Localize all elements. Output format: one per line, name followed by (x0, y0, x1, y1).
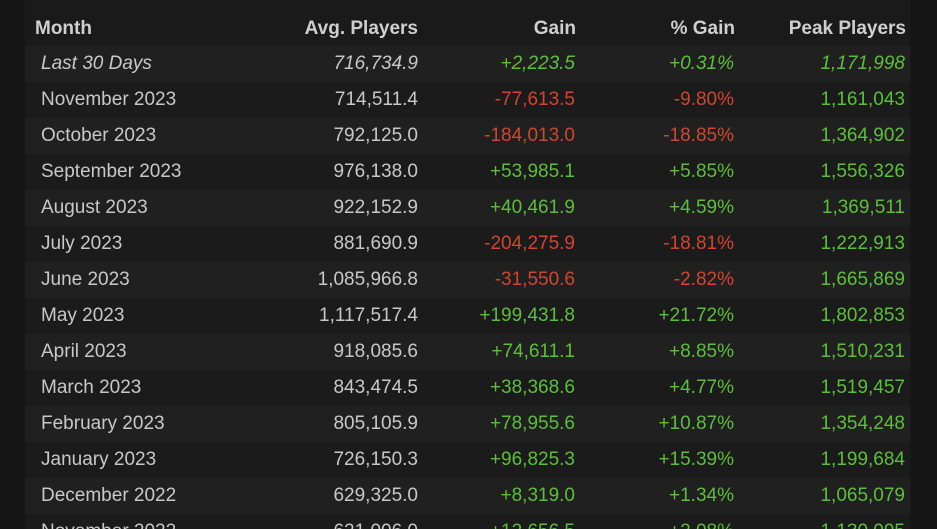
pct-gain-cell: -9.80% (673, 89, 734, 110)
avg-players-cell: 1,117,517.4 (319, 305, 418, 326)
gain-cell: -184,013.0 (484, 125, 575, 146)
peak-players-cell: 1,354,248 (820, 413, 905, 434)
table-row: May 2023 1,117,517.4 +199,431.8 +21.72% 1,80… (25, 298, 910, 334)
peak-players-cell: 1,556,326 (820, 161, 905, 182)
month-cell: July 2023 (41, 233, 123, 254)
header-month: Month (35, 18, 92, 39)
table-row: August 2023 922,152.9 +40,461.9 +4.59% 1,369… (25, 190, 910, 226)
month-cell: April 2023 (41, 341, 127, 362)
pct-gain-cell: +0.31% (669, 53, 734, 74)
pct-gain-cell: +21.72% (658, 305, 734, 326)
avg-players-cell: 621,006.0 (333, 514, 418, 529)
avg-players-cell: 629,325.0 (333, 485, 418, 506)
table-row: April 2023 918,085.6 +74,611.1 +8.85% 1,510,… (25, 334, 910, 370)
gain-cell: +78,955.6 (489, 413, 575, 434)
month-cell: June 2023 (41, 269, 130, 290)
avg-players-cell: 726,150.3 (333, 449, 418, 470)
pct-gain-cell: +10.87% (658, 413, 734, 434)
table-row: October 2023 792,125.0 -184,013.0 -18.85% 1,… (25, 118, 910, 154)
header-row: Month Avg. Players Gain % Gain Peak Players (25, 0, 910, 46)
month-cell: May 2023 (41, 305, 125, 326)
peak-players-cell: 1,161,043 (820, 89, 905, 110)
table-row: March 2023 843,474.5 +38,368.6 +4.77% 1,519,… (25, 370, 910, 406)
avg-players-cell: 792,125.0 (333, 125, 418, 146)
header-avg-players: Avg. Players (304, 18, 418, 39)
pct-gain-cell: -2.82% (673, 269, 734, 290)
pct-gain-cell: +8.85% (669, 341, 734, 362)
avg-players-cell: 976,138.0 (333, 161, 418, 182)
avg-players-cell: 805,105.9 (333, 413, 418, 434)
pct-gain-cell: +5.85% (669, 161, 734, 182)
peak-players-cell: 1,222,913 (820, 233, 905, 254)
gain-cell: +2,223.5 (500, 53, 576, 74)
month-cell: November 2023 (41, 89, 177, 110)
gain-cell: +38,368.6 (489, 377, 575, 398)
peak-players-cell: 1,364,902 (820, 125, 905, 146)
pct-gain-cell: -18.81% (663, 233, 734, 254)
avg-players-cell: 714,511.4 (334, 89, 418, 110)
gain-cell: +8,319.0 (500, 485, 576, 506)
peak-players-cell: 1,510,231 (820, 341, 905, 362)
table-row: December 2022 629,325.0 +8,319.0 +1.34% 1,06… (25, 478, 910, 514)
avg-players-cell: 716,734.9 (333, 53, 418, 74)
month-cell: August 2023 (41, 197, 148, 218)
table-row: February 2023 805,105.9 +78,955.6 +10.87% 1,… (25, 406, 910, 442)
header-peak-players: Peak Players (788, 18, 906, 39)
pct-gain-cell: +15.39% (658, 449, 734, 470)
gain-cell: -31,550.6 (494, 269, 575, 290)
table-row: November 2022 621,006.0 +12,656.5 +2.08% 1,1… (25, 514, 910, 529)
table-row: September 2023 976,138.0 +53,985.1 +5.85% 1,… (25, 154, 910, 190)
peak-players-cell: 1,369,511 (821, 197, 905, 218)
month-cell: September 2023 (41, 161, 182, 182)
peak-players-cell: 1,665,869 (820, 269, 905, 290)
table-row: November 2023 714,511.4 -77,613.5 -9.80% 1,1… (25, 82, 910, 118)
month-cell: November 2022 (41, 514, 176, 529)
gain-cell: +74,611.1 (491, 341, 575, 362)
month-cell: October 2023 (41, 125, 157, 146)
pct-gain-cell: +2.08% (669, 514, 734, 529)
table-row: July 2023 881,690.9 -204,275.9 -18.81% 1,222… (25, 226, 910, 262)
table-row: June 2023 1,085,966.8 -31,550.6 -2.82% 1,665… (25, 262, 910, 298)
pct-gain-cell: +1.34% (669, 485, 734, 506)
peak-players-cell: 1,065,079 (820, 485, 905, 506)
gain-cell: +40,461.9 (489, 197, 575, 218)
peak-players-cell: 1,130,095 (820, 514, 905, 529)
pct-gain-cell: -18.85% (663, 125, 734, 146)
peak-players-cell: 1,199,684 (820, 449, 905, 470)
avg-players-cell: 881,690.9 (333, 233, 418, 254)
pct-gain-cell: +4.59% (669, 197, 734, 218)
month-cell: February 2023 (41, 413, 165, 434)
gain-cell: +96,825.3 (489, 449, 575, 470)
avg-players-cell: 918,085.6 (333, 341, 418, 362)
peak-players-cell: 1,171,998 (820, 53, 905, 74)
pct-gain-cell: +4.77% (669, 377, 734, 398)
gain-cell: +199,431.8 (479, 305, 575, 326)
month-cell: January 2023 (41, 449, 157, 470)
table-row: Last 30 Days 716,734.9 +2,223.5 +0.31% 1,171… (25, 46, 910, 82)
avg-players-cell: 1,085,966.8 (317, 269, 418, 290)
avg-players-cell: 922,152.9 (333, 197, 418, 218)
month-cell: March 2023 (41, 377, 142, 398)
gain-cell: +12,656.5 (490, 514, 575, 529)
header-pct-gain: % Gain (670, 18, 735, 39)
month-cell: Last 30 Days (41, 53, 152, 74)
header-gain: Gain (533, 18, 576, 39)
peak-players-cell: 1,519,457 (820, 377, 905, 398)
avg-players-cell: 843,474.5 (333, 377, 418, 398)
stats-table: Month Avg. Players Gain % Gain Peak Players L… (25, 0, 910, 529)
gain-cell: +53,985.1 (489, 161, 575, 182)
peak-players-cell: 1,802,853 (820, 305, 905, 326)
gain-cell: -77,613.5 (494, 89, 575, 110)
table-row: January 2023 726,150.3 +96,825.3 +15.39% 1,1… (25, 442, 910, 478)
gain-cell: -204,275.9 (484, 233, 575, 254)
month-cell: December 2022 (41, 485, 177, 506)
